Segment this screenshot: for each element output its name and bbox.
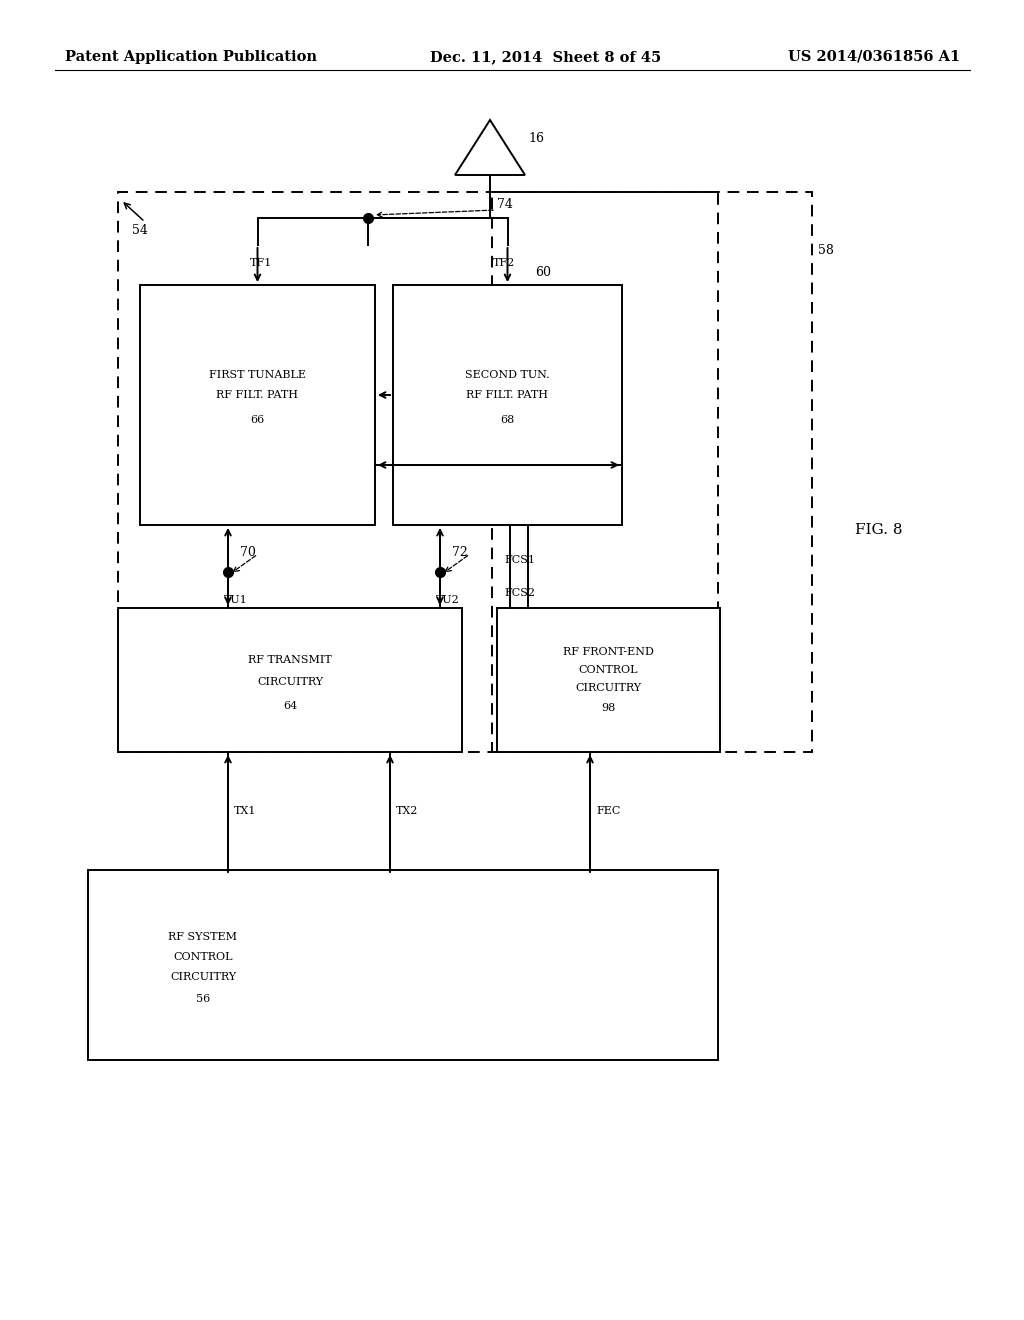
- Bar: [118, 609, 462, 752]
- Text: FIRST TUNABLE: FIRST TUNABLE: [209, 370, 306, 380]
- Bar: [393, 285, 622, 525]
- Text: TU1: TU1: [224, 595, 248, 605]
- Text: 56: 56: [196, 994, 210, 1005]
- Text: 16: 16: [528, 132, 544, 144]
- Text: TX2: TX2: [396, 807, 419, 816]
- Text: RF FILT. PATH: RF FILT. PATH: [467, 389, 549, 400]
- Text: SECOND TUN.: SECOND TUN.: [465, 370, 550, 380]
- Text: 98: 98: [601, 704, 615, 713]
- Text: FCS2: FCS2: [504, 587, 535, 598]
- Text: 70: 70: [240, 545, 256, 558]
- Text: CIRCUITRY: CIRCUITRY: [575, 682, 642, 693]
- Text: 74: 74: [497, 198, 513, 211]
- Text: Dec. 11, 2014  Sheet 8 of 45: Dec. 11, 2014 Sheet 8 of 45: [430, 50, 662, 63]
- Text: FIG. 8: FIG. 8: [855, 523, 902, 537]
- Text: 54: 54: [132, 223, 147, 236]
- Bar: [88, 870, 718, 1060]
- Text: Patent Application Publication: Patent Application Publication: [65, 50, 317, 63]
- Text: TF1: TF1: [250, 257, 271, 268]
- Text: CIRCUITRY: CIRCUITRY: [170, 972, 237, 982]
- Text: RF FRONT-END: RF FRONT-END: [563, 647, 654, 657]
- Text: RF FILT. PATH: RF FILT. PATH: [216, 389, 299, 400]
- Text: US 2014/0361856 A1: US 2014/0361856 A1: [787, 50, 961, 63]
- Text: RF TRANSMIT: RF TRANSMIT: [248, 655, 332, 665]
- Bar: [497, 609, 720, 752]
- Polygon shape: [455, 120, 525, 176]
- Bar: [492, 191, 812, 752]
- Text: 64: 64: [283, 701, 297, 711]
- Text: 68: 68: [501, 414, 515, 425]
- Text: CONTROL: CONTROL: [579, 665, 638, 675]
- Text: FEC: FEC: [596, 807, 621, 816]
- Bar: [140, 285, 375, 525]
- Text: FCS1: FCS1: [504, 554, 535, 565]
- Text: TF2: TF2: [493, 257, 515, 268]
- Text: CONTROL: CONTROL: [173, 952, 232, 962]
- Text: 66: 66: [251, 414, 264, 425]
- Text: RF SYSTEM: RF SYSTEM: [169, 932, 238, 942]
- Text: TU2: TU2: [436, 595, 460, 605]
- Bar: [118, 191, 718, 752]
- Text: 60: 60: [536, 267, 552, 280]
- Text: CIRCUITRY: CIRCUITRY: [257, 677, 323, 686]
- Text: 58: 58: [818, 243, 834, 256]
- Text: TX1: TX1: [234, 807, 256, 816]
- Text: 72: 72: [452, 545, 468, 558]
